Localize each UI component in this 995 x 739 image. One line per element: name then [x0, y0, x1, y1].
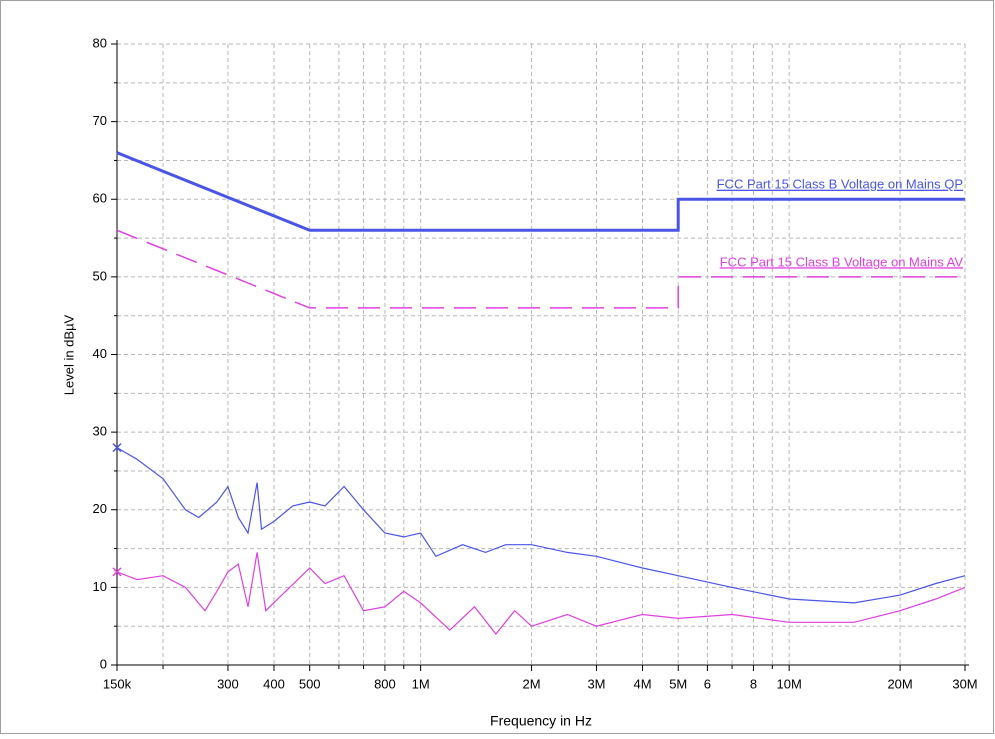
y-tick-label: 70 [93, 113, 107, 128]
x-tick-label: 20M [887, 676, 912, 691]
x-tick-label: 5M [669, 676, 687, 691]
x-tick-label: 6 [704, 676, 711, 691]
x-tick-label: 400 [263, 676, 285, 691]
y-tick-label: 20 [93, 501, 107, 516]
x-tick-label: 3M [587, 676, 605, 691]
x-tick-label: 150k [103, 676, 132, 691]
y-axis-label: Level in dBµV [61, 314, 76, 395]
y-tick-label: 50 [93, 268, 107, 283]
y-tick-label: 10 [93, 579, 107, 594]
series-line [116, 151, 965, 232]
x-tick-label: 2M [523, 676, 541, 691]
point-marker [112, 443, 122, 453]
series-line [116, 447, 966, 604]
y-tick-label: 40 [93, 346, 107, 361]
series-label: FCC Part 15 Class B Voltage on Mains QP [717, 177, 963, 192]
x-tick-label: 800 [374, 676, 396, 691]
x-axis-label: Frequency in Hz [490, 713, 592, 729]
x-tick-label: 500 [299, 676, 321, 691]
x-tick-label: 300 [217, 676, 239, 691]
series-line [116, 552, 966, 635]
y-tick-label: 60 [93, 191, 107, 206]
series-line [116, 229, 965, 309]
y-tick-label: 30 [93, 424, 107, 439]
x-tick-label: 30M [952, 676, 977, 691]
point-marker [112, 567, 122, 577]
series-label: FCC Part 15 Class B Voltage on Mains AV [720, 254, 964, 269]
x-tick-label: 1M [412, 676, 430, 691]
y-tick-label: 80 [93, 35, 107, 50]
x-tick-label: 4M [633, 676, 651, 691]
x-tick-label: 8 [750, 676, 757, 691]
x-tick-label: 10M [777, 676, 802, 691]
y-tick-label: 0 [100, 656, 107, 671]
